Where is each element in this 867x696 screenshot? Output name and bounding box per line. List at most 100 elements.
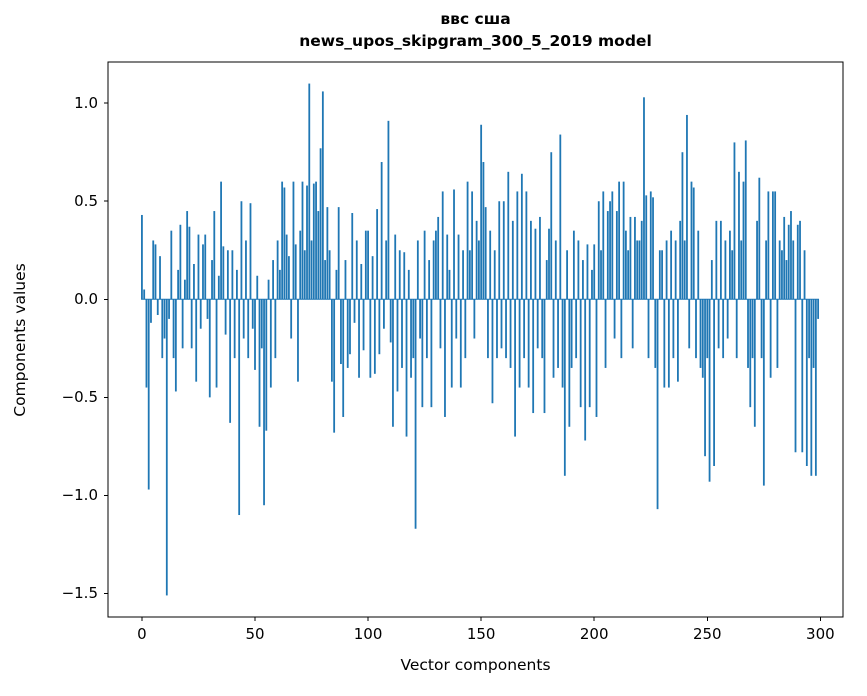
bar bbox=[704, 299, 706, 457]
bar bbox=[735, 299, 738, 359]
bar bbox=[808, 299, 810, 359]
bar bbox=[285, 234, 288, 300]
bar bbox=[518, 299, 521, 388]
bar bbox=[301, 181, 304, 300]
bar bbox=[563, 299, 566, 476]
bar bbox=[245, 240, 247, 300]
bar bbox=[317, 211, 320, 300]
bar bbox=[541, 299, 544, 359]
bar bbox=[663, 299, 666, 388]
bar bbox=[358, 299, 360, 378]
bars bbox=[141, 83, 820, 596]
bar bbox=[380, 162, 383, 300]
bar bbox=[242, 299, 245, 339]
bar bbox=[297, 299, 299, 382]
bar bbox=[477, 240, 480, 300]
bar bbox=[226, 250, 229, 300]
bar bbox=[324, 260, 327, 300]
bar bbox=[471, 191, 474, 300]
bar bbox=[765, 240, 768, 300]
bar bbox=[787, 224, 790, 300]
bar bbox=[636, 240, 639, 300]
bar bbox=[288, 256, 290, 300]
bar bbox=[428, 260, 431, 300]
bar bbox=[174, 299, 177, 392]
bar bbox=[697, 230, 700, 300]
bar bbox=[353, 299, 356, 323]
bar bbox=[249, 203, 252, 300]
bar bbox=[220, 181, 222, 300]
bar bbox=[303, 250, 306, 300]
bar bbox=[785, 260, 788, 300]
bar bbox=[482, 162, 485, 300]
bar bbox=[661, 250, 663, 300]
bar bbox=[638, 240, 641, 300]
bar bbox=[778, 240, 781, 300]
bar bbox=[383, 299, 385, 329]
bar bbox=[783, 216, 786, 300]
bar bbox=[236, 269, 238, 300]
bar bbox=[570, 299, 573, 368]
bar bbox=[364, 230, 367, 300]
bar bbox=[480, 124, 483, 300]
bar bbox=[514, 299, 516, 437]
bar bbox=[493, 250, 496, 300]
x-tick-label: 0 bbox=[137, 625, 147, 643]
bar bbox=[224, 299, 227, 335]
bar bbox=[444, 299, 446, 417]
bar bbox=[188, 226, 191, 300]
bar bbox=[333, 299, 336, 433]
bar bbox=[692, 187, 695, 300]
bar bbox=[351, 213, 354, 300]
bar bbox=[217, 275, 220, 300]
bar bbox=[643, 97, 645, 300]
chart-title-line2: news_upos_skipgram_300_5_2019 model bbox=[299, 32, 652, 50]
bar bbox=[290, 299, 293, 339]
bar bbox=[530, 220, 532, 300]
bar bbox=[152, 240, 155, 300]
bar bbox=[453, 189, 455, 300]
y-tick-label: 1.0 bbox=[74, 94, 98, 113]
bar bbox=[568, 299, 571, 427]
bar bbox=[500, 299, 503, 349]
bar bbox=[710, 260, 713, 300]
bar bbox=[733, 142, 736, 300]
bar bbox=[394, 234, 397, 300]
bar bbox=[516, 191, 519, 300]
bar bbox=[584, 299, 587, 441]
bar bbox=[509, 299, 512, 368]
bar bbox=[403, 252, 406, 300]
bar bbox=[631, 299, 634, 349]
bar bbox=[582, 260, 584, 300]
bar bbox=[186, 211, 189, 300]
bar bbox=[238, 299, 241, 516]
bar bbox=[414, 299, 417, 529]
bar bbox=[342, 299, 345, 417]
bar bbox=[145, 299, 148, 388]
bar bbox=[624, 230, 627, 300]
bar bbox=[437, 216, 440, 300]
bar bbox=[371, 256, 374, 300]
bar bbox=[489, 230, 492, 300]
bar bbox=[548, 228, 550, 300]
bar bbox=[283, 187, 286, 300]
bar bbox=[355, 240, 358, 300]
bar bbox=[272, 260, 274, 300]
bar bbox=[805, 299, 808, 466]
bar bbox=[263, 299, 265, 506]
bar bbox=[645, 195, 648, 300]
bar bbox=[665, 240, 668, 300]
bar bbox=[756, 220, 758, 300]
bar bbox=[717, 299, 720, 349]
bar bbox=[742, 181, 745, 300]
bar bbox=[640, 220, 643, 300]
bar bbox=[464, 299, 467, 359]
bar bbox=[367, 230, 369, 300]
bar bbox=[294, 244, 297, 300]
bar bbox=[771, 191, 774, 300]
bar bbox=[751, 299, 754, 359]
bar bbox=[649, 191, 652, 300]
bar bbox=[695, 299, 697, 359]
bar bbox=[812, 299, 815, 368]
